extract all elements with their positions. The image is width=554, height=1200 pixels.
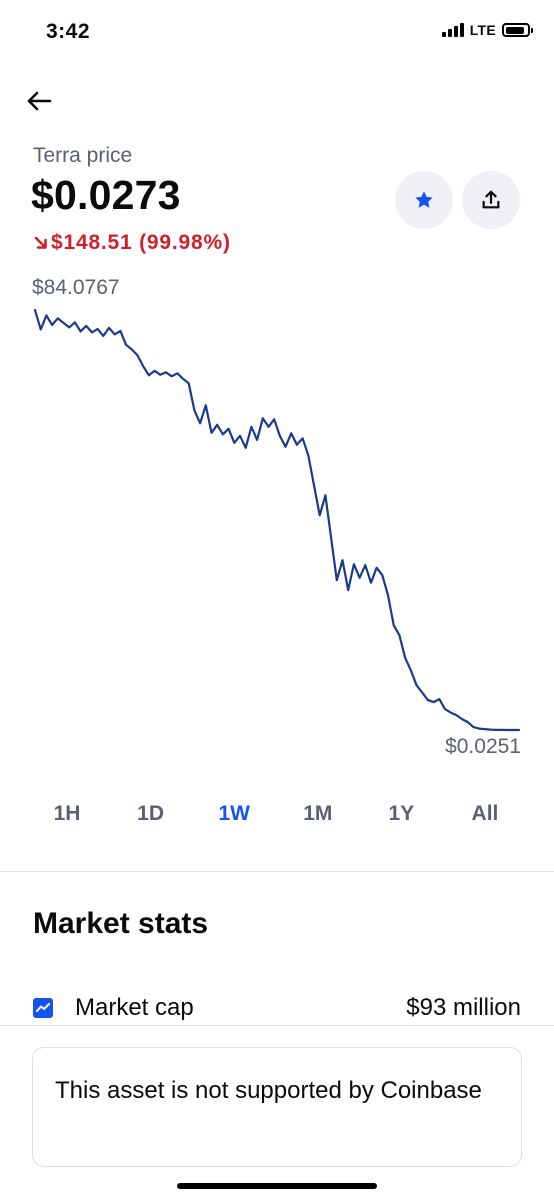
tab-1h[interactable]: 1H (53, 802, 81, 825)
price-chart[interactable] (0, 300, 554, 740)
asset-price: $0.0273 (31, 172, 181, 218)
home-indicator[interactable] (177, 1183, 377, 1189)
status-bar: 3:42 LTE (0, 0, 554, 66)
arrow-down-right-icon (34, 236, 47, 249)
market-stats-title: Market stats (33, 907, 209, 940)
price-line (33, 308, 521, 732)
price-change: $148.51 (99.98%) (33, 231, 231, 255)
price-change-value: $148.51 (99.98%) (51, 231, 231, 254)
stat-label: Market cap (75, 994, 194, 1021)
chart-high-label: $84.0767 (32, 276, 120, 299)
status-time: 3:42 (46, 20, 91, 43)
share-icon (482, 190, 500, 209)
status-indicators: LTE (441, 22, 533, 38)
stat-row-market-cap[interactable]: Market cap $93 million (33, 990, 521, 1026)
battery-icon (502, 23, 533, 37)
unsupported-asset-notice: This asset is not supported by Coinbase (32, 1047, 522, 1167)
star-icon (415, 191, 433, 208)
asset-name: Terra price (33, 144, 133, 167)
watchlist-button[interactable] (395, 171, 453, 229)
divider (0, 871, 554, 872)
back-button[interactable] (22, 84, 56, 118)
tab-1m[interactable]: 1M (303, 802, 333, 825)
signal-icon (441, 23, 464, 37)
tab-1w[interactable]: 1W (218, 802, 250, 825)
share-button[interactable] (462, 171, 520, 229)
tab-all[interactable]: All (471, 802, 499, 825)
chart-low-label: $0.0251 (445, 735, 521, 758)
tab-1d[interactable]: 1D (137, 802, 165, 825)
sheet-divider (0, 1025, 554, 1026)
stat-value: $93 million (406, 994, 521, 1021)
network-label: LTE (469, 22, 496, 38)
chart-trend-icon (33, 998, 53, 1018)
tab-1y[interactable]: 1Y (388, 802, 415, 825)
arrow-left-icon (27, 91, 52, 111)
range-tabs: 1H 1D 1W 1M 1Y All (26, 798, 526, 830)
